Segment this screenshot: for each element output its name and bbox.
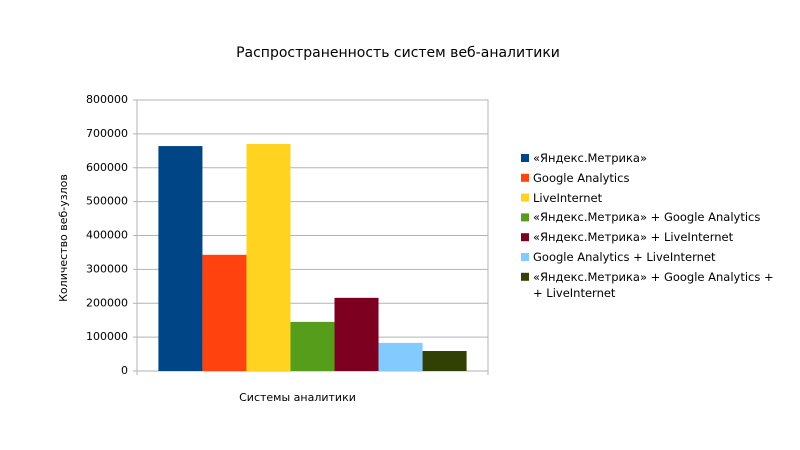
y-tick-label: 700000: [86, 127, 128, 140]
y-tick-label: 100000: [86, 330, 128, 343]
legend-swatch: [521, 154, 529, 162]
legend-label: «Яндекс.Метрика»: [533, 151, 647, 165]
legend-label: Google Analytics + LiveInternet: [533, 250, 716, 264]
legend-label: «Яндекс.Метрика» + Google Analytics + + …: [533, 269, 774, 300]
y-tick-label: 300000: [86, 262, 128, 275]
legend-swatch: [521, 173, 529, 182]
bar: [202, 254, 247, 371]
y-tick-label: 800000: [86, 93, 128, 106]
y-tick-label: 500000: [86, 195, 128, 208]
bar: [378, 342, 423, 371]
legend-swatch: [521, 213, 529, 222]
legend-label: «Яндекс.Метрика» + Google Analytics: [533, 210, 761, 225]
bar: [290, 321, 335, 371]
bar: [158, 146, 203, 371]
legend-label: «Яндекс.Метрика» + LiveInternet: [533, 230, 734, 245]
bar: [246, 144, 291, 371]
y-tick-label: 200000: [86, 296, 128, 309]
chart-title: Распространенность систем веб-аналитики: [236, 45, 560, 61]
y-tick-label: 400000: [86, 229, 128, 242]
legend-swatch: [521, 193, 529, 202]
bar: [334, 297, 379, 371]
legend-swatch: [521, 272, 529, 281]
x-tick-label: Системы аналитики: [239, 391, 356, 404]
bar: [422, 351, 467, 371]
legend-swatch: [521, 253, 529, 261]
legend-label: Google Analytics: [533, 170, 630, 185]
legend-label: LiveInternet: [533, 190, 603, 205]
y-tick-label: 600000: [86, 161, 128, 174]
y-tick-label: 0: [121, 364, 128, 377]
legend-swatch: [521, 233, 529, 242]
y-axis-label: Количество веб-узлов: [57, 174, 70, 302]
